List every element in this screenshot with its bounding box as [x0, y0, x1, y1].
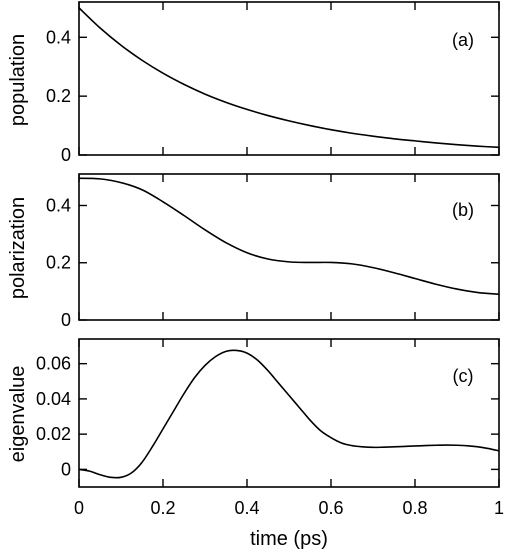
- x-tick-label: 1: [494, 498, 504, 518]
- panel-label: (a): [452, 30, 474, 50]
- plot-frame: [78, 1, 500, 156]
- x-tick-label: 0.4: [234, 498, 259, 518]
- plot-frame: [78, 173, 500, 321]
- panel-label: (b): [452, 200, 474, 220]
- panel-b: 0 0.2 0.4 polarization (b): [7, 173, 500, 330]
- y-tick-label: 0.2: [46, 253, 71, 273]
- y-tick-label: 0.4: [46, 195, 71, 215]
- x-axis-label: time (ps): [250, 528, 328, 550]
- y-axis-label: eigenvalue: [7, 366, 29, 463]
- series-line: [78, 349, 500, 479]
- y-tick-label: 0: [61, 145, 71, 165]
- series-line: [78, 7, 500, 149]
- panel-c: 0 0.02 0.04 0.06 0 0.2 0.4 0.6 0.8 1 eigenvalue tim…: [7, 338, 504, 550]
- y-tick-label: 0.02: [36, 424, 71, 444]
- y-tick-label: 0.2: [46, 86, 71, 106]
- y-tick-label: 0.06: [36, 354, 71, 374]
- y-tick-label: 0: [61, 459, 71, 479]
- y-tick-label: 0.04: [36, 389, 71, 409]
- y-tick-label: 0.4: [46, 27, 71, 47]
- panel-label: (c): [453, 366, 474, 386]
- panel-a: 0 0.2 0.4 population (a): [7, 1, 500, 165]
- plot-frame: [78, 338, 500, 488]
- y-axis-label: population: [7, 34, 29, 126]
- y-axis-label: polarization: [7, 197, 29, 299]
- x-tick-label: 0: [74, 498, 84, 518]
- x-tick-label: 0.2: [150, 498, 175, 518]
- series-line: [78, 177, 500, 296]
- x-tick-label: 0.8: [402, 498, 427, 518]
- y-tick-label: 0: [61, 310, 71, 330]
- x-tick-label: 0.6: [318, 498, 343, 518]
